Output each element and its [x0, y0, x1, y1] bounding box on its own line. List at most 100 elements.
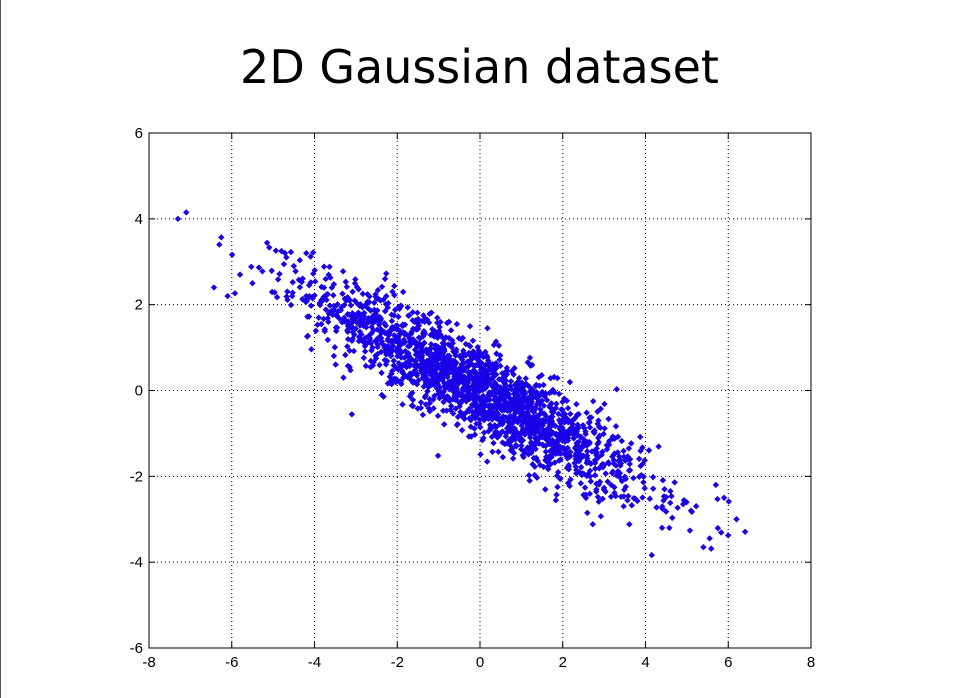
data-point [618, 437, 625, 445]
data-point [501, 397, 508, 405]
data-point [586, 473, 594, 480]
data-point [350, 347, 358, 355]
data-point [548, 408, 556, 415]
data-point [595, 417, 602, 424]
data-point [559, 406, 566, 413]
data-point [602, 470, 609, 477]
data-point [334, 301, 341, 308]
data-point [352, 276, 359, 283]
data-point [470, 396, 477, 403]
data-point [528, 361, 536, 369]
data-point [579, 444, 586, 451]
data-point [628, 502, 636, 509]
data-point [324, 336, 331, 344]
data-point [572, 463, 579, 470]
data-point [646, 495, 654, 502]
data-point [583, 409, 590, 416]
data-point [441, 335, 448, 343]
data-point [595, 434, 602, 442]
data-point [292, 268, 299, 275]
data-point [700, 543, 707, 551]
data-point [552, 422, 559, 430]
data-point [455, 335, 463, 342]
data-point [484, 325, 491, 332]
data-point [474, 356, 482, 364]
data-point [409, 396, 417, 404]
data-point [634, 497, 641, 505]
data-point [529, 446, 536, 454]
data-point [388, 380, 395, 388]
data-point [591, 465, 599, 472]
data-point [236, 271, 244, 278]
data-point [312, 327, 320, 335]
data-point [525, 472, 533, 479]
data-point [458, 353, 465, 361]
data-point [289, 279, 296, 286]
data-point [308, 346, 315, 353]
data-point [641, 457, 648, 464]
data-point [547, 453, 555, 460]
data-point [446, 386, 453, 393]
data-point [464, 375, 471, 382]
data-point [596, 465, 603, 472]
data-point [542, 416, 549, 424]
data-point [493, 382, 501, 389]
data-point [546, 389, 553, 397]
data-point [357, 311, 365, 318]
data-point [531, 463, 538, 470]
data-point [284, 296, 291, 304]
data-point [436, 323, 443, 331]
data-point [507, 382, 514, 390]
data-point [714, 524, 722, 532]
data-point [321, 328, 328, 335]
data-point [599, 464, 607, 471]
data-point [359, 290, 367, 298]
data-point [674, 504, 681, 511]
data-point [344, 328, 351, 335]
data-point [415, 334, 423, 341]
data-point [406, 360, 414, 367]
data-point [587, 478, 595, 485]
data-point [325, 318, 332, 326]
data-point [639, 494, 646, 501]
data-point [360, 322, 367, 330]
data-point [349, 288, 356, 295]
data-point [609, 469, 616, 476]
data-point [605, 460, 613, 467]
data-point [515, 399, 522, 406]
data-point [595, 498, 603, 505]
data-point [538, 433, 546, 441]
data-point [439, 357, 447, 364]
data-point [385, 300, 392, 307]
data-point [516, 436, 524, 444]
data-point [497, 362, 504, 370]
data-point [350, 311, 357, 319]
data-point [563, 397, 570, 404]
data-point [459, 413, 467, 420]
data-point [584, 509, 591, 517]
data-point [502, 383, 509, 390]
data-point [519, 399, 526, 406]
data-point [598, 451, 605, 458]
data-point [426, 395, 433, 403]
data-point [400, 339, 407, 346]
data-point [426, 399, 434, 407]
data-point [404, 304, 411, 311]
data-point [375, 321, 383, 328]
data-point [593, 488, 600, 495]
data-point [342, 351, 349, 359]
data-point [554, 468, 562, 476]
data-point [551, 389, 558, 396]
data-point [376, 361, 383, 369]
data-point [399, 401, 406, 408]
data-point [511, 410, 519, 417]
data-point [344, 362, 352, 370]
data-point [332, 324, 340, 331]
data-point [451, 392, 458, 399]
data-point [546, 440, 553, 448]
data-point [543, 458, 550, 465]
data-point [248, 263, 255, 271]
data-point [645, 447, 653, 454]
data-point [273, 293, 281, 301]
